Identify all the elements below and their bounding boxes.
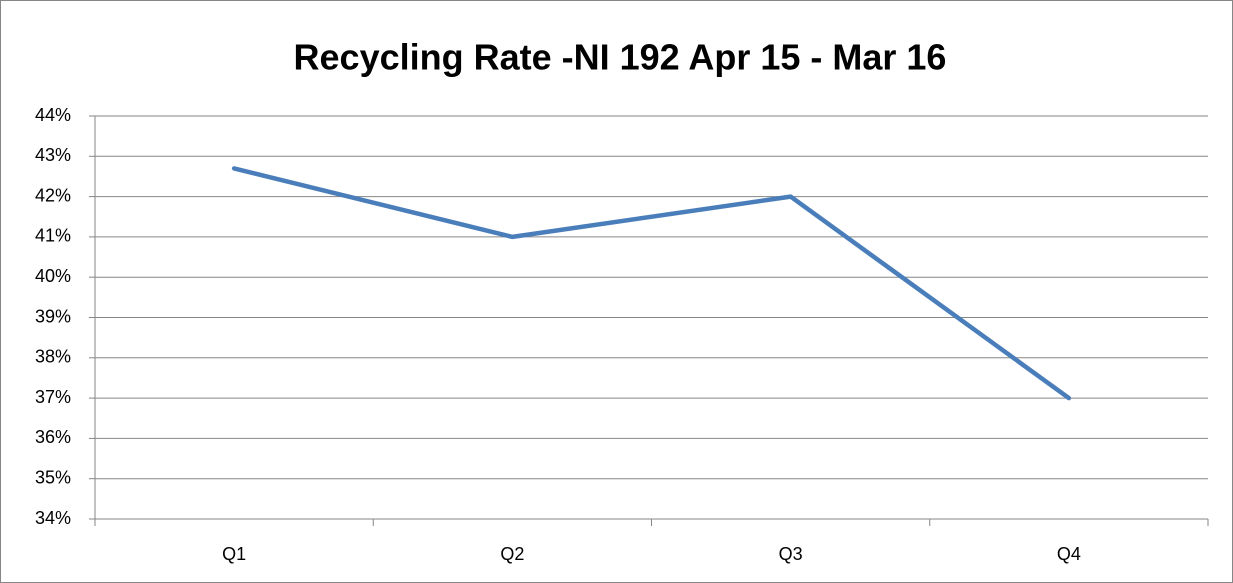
y-tick-label: 36% — [35, 427, 71, 447]
x-tick-label: Q4 — [1057, 544, 1081, 564]
y-tick-label: 34% — [35, 508, 71, 528]
chart-title: Recycling Rate -NI 192 Apr 15 - Mar 16 — [294, 37, 947, 78]
y-tick-label: 38% — [35, 347, 71, 367]
y-tick-label: 41% — [35, 226, 71, 246]
y-tick-label: 40% — [35, 266, 71, 286]
x-tick-label: Q2 — [500, 544, 524, 564]
y-tick-label: 44% — [35, 105, 71, 125]
y-tick-label: 39% — [35, 306, 71, 326]
x-tick-label: Q3 — [779, 544, 803, 564]
x-tick-label: Q1 — [222, 544, 246, 564]
y-tick-label: 35% — [35, 467, 71, 487]
y-tick-label: 37% — [35, 387, 71, 407]
y-tick-label: 42% — [35, 185, 71, 205]
y-tick-label: 43% — [35, 145, 71, 165]
data-line — [231, 166, 1072, 401]
